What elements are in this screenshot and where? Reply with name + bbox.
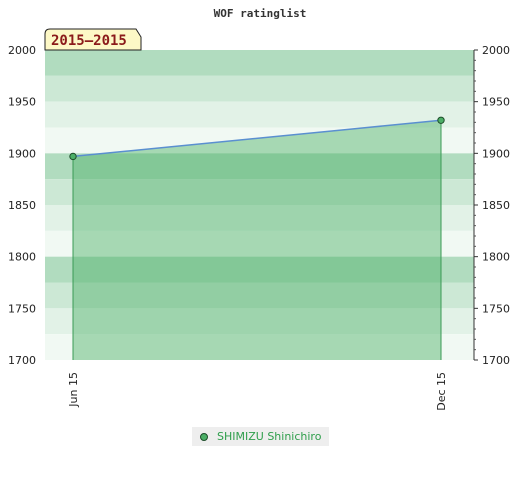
chart-title: WOF ratinglist xyxy=(214,7,307,20)
data-point xyxy=(437,116,445,124)
y-tick-label-left: 1900 xyxy=(8,147,36,160)
x-tick-label: Jun 15 xyxy=(67,372,80,408)
background-band xyxy=(45,205,474,231)
background-band xyxy=(45,101,474,128)
y-tick-label-right: 1800 xyxy=(482,251,510,264)
period-label: 2015—2015 xyxy=(44,28,142,51)
background-band xyxy=(45,50,474,76)
y-tick-label-left: 1700 xyxy=(8,354,36,367)
x-tick-label: Dec 15 xyxy=(435,372,448,411)
x-axis: Jun 15 Dec 15 xyxy=(67,372,448,411)
y-axis-left: 1700 1750 1800 1850 1900 1950 2000 xyxy=(8,44,36,367)
y-tick-label-left: 1750 xyxy=(8,302,36,315)
background-band xyxy=(45,153,474,180)
y-tick-label-right: 1700 xyxy=(482,354,510,367)
data-point xyxy=(69,152,77,161)
background-band xyxy=(45,282,474,309)
series-line xyxy=(72,119,442,158)
background-band xyxy=(45,230,474,257)
background-band xyxy=(45,179,474,205)
background-band xyxy=(45,256,474,283)
background-bands xyxy=(45,50,474,360)
y-axis-right: 1700 1750 1800 1850 1900 1950 2000 xyxy=(473,44,510,367)
legend-label: SHIMIZU Shinichiro xyxy=(217,430,322,443)
background-band xyxy=(45,75,474,102)
background-band xyxy=(45,334,474,360)
area-layer xyxy=(69,116,445,361)
y-tick-label-left: 2000 xyxy=(8,44,36,57)
y-tick-label-right: 1950 xyxy=(482,96,510,109)
y-tick-label-right: 1850 xyxy=(482,199,510,212)
y-tick-label-right: 1900 xyxy=(482,147,510,160)
y-tick-label-left: 1950 xyxy=(8,96,36,109)
y-tick-label-left: 1800 xyxy=(8,251,36,264)
y-tick-label-right: 2000 xyxy=(482,44,510,57)
period-label-box xyxy=(44,28,142,51)
period-label-text: 2015—2015 xyxy=(51,33,127,49)
y-tick-label-right: 1750 xyxy=(482,302,510,315)
legend-marker xyxy=(200,432,208,441)
background-band xyxy=(45,127,474,154)
y-tick-label-left: 1850 xyxy=(8,199,36,212)
legend: SHIMIZU Shinichiro xyxy=(192,427,329,446)
series-area xyxy=(73,120,441,361)
background-band xyxy=(45,308,474,335)
